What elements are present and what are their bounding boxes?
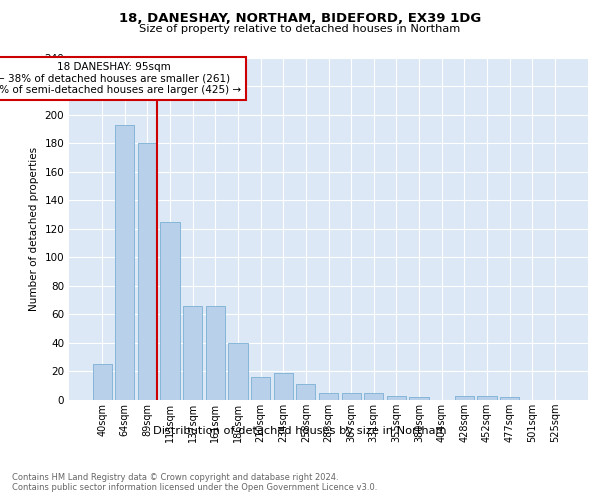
Bar	[115, 124, 134, 400]
Bar	[206, 306, 225, 400]
Bar	[409, 397, 428, 400]
Text: 18 DANESHAY: 95sqm
← 38% of detached houses are smaller (261)
62% of semi-detach: 18 DANESHAY: 95sqm ← 38% of detached hou…	[0, 62, 241, 95]
Bar	[160, 222, 180, 400]
Text: 18, DANESHAY, NORTHAM, BIDEFORD, EX39 1DG: 18, DANESHAY, NORTHAM, BIDEFORD, EX39 1D…	[119, 12, 481, 26]
Bar	[319, 393, 338, 400]
Text: Distribution of detached houses by size in Northam: Distribution of detached houses by size …	[153, 426, 447, 436]
Bar	[138, 143, 157, 400]
Bar	[500, 397, 519, 400]
Bar	[251, 377, 270, 400]
Bar	[341, 393, 361, 400]
Bar	[455, 396, 474, 400]
Text: Contains HM Land Registry data © Crown copyright and database right 2024.
Contai: Contains HM Land Registry data © Crown c…	[12, 472, 377, 492]
Bar	[274, 373, 293, 400]
Bar	[183, 306, 202, 400]
Bar	[477, 396, 497, 400]
Bar	[92, 364, 112, 400]
Bar	[364, 393, 383, 400]
Text: Size of property relative to detached houses in Northam: Size of property relative to detached ho…	[139, 24, 461, 34]
Bar	[296, 384, 316, 400]
Bar	[229, 343, 248, 400]
Y-axis label: Number of detached properties: Number of detached properties	[29, 146, 39, 311]
Bar	[387, 396, 406, 400]
